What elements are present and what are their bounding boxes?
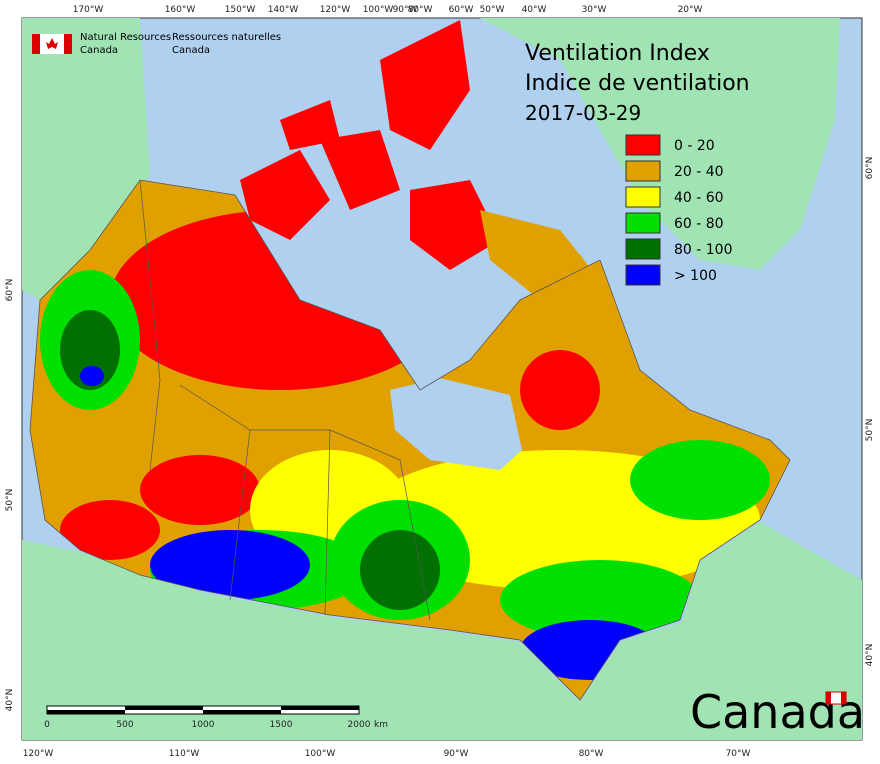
agency-fr: Canada bbox=[172, 45, 210, 56]
graticule-label: 30°W bbox=[582, 5, 607, 15]
legend-swatch bbox=[625, 186, 661, 208]
hudson-bay bbox=[390, 378, 522, 470]
legend-label: 40 - 60 bbox=[674, 190, 724, 206]
legend-label: 80 - 100 bbox=[674, 242, 733, 258]
graticule-label: 170°W bbox=[73, 5, 104, 15]
graticule-label: 100°W bbox=[363, 5, 394, 15]
borders bbox=[139, 179, 431, 621]
graticule-label: 100°W bbox=[305, 749, 336, 759]
legend-label: > 100 bbox=[674, 268, 717, 284]
agency bbox=[32, 34, 72, 54]
scale-label: 0 bbox=[44, 720, 50, 730]
graticule-label: 50°N bbox=[5, 489, 15, 512]
graticule-label: 20°W bbox=[678, 5, 703, 15]
legend-label: 60 - 80 bbox=[674, 216, 724, 232]
graticule-label: 60°N bbox=[865, 157, 875, 180]
scale-unit: km bbox=[374, 720, 388, 730]
legend-swatch bbox=[625, 238, 661, 260]
agency-en: Natural Resources bbox=[80, 32, 171, 43]
graticule-label: 140°W bbox=[268, 5, 299, 15]
arctic-islands bbox=[240, 20, 500, 270]
legend-swatch bbox=[625, 160, 661, 182]
title: Indice de ventilation bbox=[525, 71, 750, 96]
legend-swatch bbox=[625, 264, 661, 286]
alaska bbox=[22, 18, 150, 300]
graticule-label: 150°W bbox=[225, 5, 256, 15]
scale-label: 500 bbox=[116, 720, 133, 730]
graticule-label: 70°W bbox=[726, 749, 751, 759]
scale-label: 2000 bbox=[348, 720, 371, 730]
agency-en: Canada bbox=[80, 45, 118, 56]
scale-label: 1000 bbox=[192, 720, 215, 730]
scale-bar bbox=[46, 705, 360, 715]
baffin-island bbox=[480, 210, 600, 300]
scale-label: 1500 bbox=[270, 720, 293, 730]
graticule-label: 60°W bbox=[449, 5, 474, 15]
graticule-label: 90°W bbox=[444, 749, 469, 759]
legend-swatch bbox=[625, 212, 661, 234]
usa bbox=[22, 522, 862, 740]
legend-swatch bbox=[625, 134, 661, 156]
date: 2017-03-29 bbox=[525, 101, 641, 125]
graticule-label: 60°N bbox=[5, 279, 15, 302]
graticule-label: 50°W bbox=[480, 5, 505, 15]
wordmark-flag bbox=[825, 691, 847, 705]
graticule-label: 40°N bbox=[865, 644, 875, 667]
legend-label: 20 - 40 bbox=[674, 164, 724, 180]
graticule-label: 80°W bbox=[408, 5, 433, 15]
graticule-label: 40°W bbox=[522, 5, 547, 15]
graticule-label: 160°W bbox=[165, 5, 196, 15]
graticule-label: 120°W bbox=[23, 749, 54, 759]
agency-fr: Ressources naturelles bbox=[172, 32, 281, 43]
graticule-label: 90°W bbox=[393, 5, 418, 15]
title: Ventilation Index bbox=[525, 41, 710, 66]
graticule-label: 40°N bbox=[5, 689, 15, 712]
graticule-label: 50°N bbox=[865, 419, 875, 442]
graticule-label: 80°W bbox=[579, 749, 604, 759]
legend-label: 0 - 20 bbox=[674, 138, 715, 154]
graticule-label: 110°W bbox=[169, 749, 200, 759]
graticule-label: 120°W bbox=[320, 5, 351, 15]
